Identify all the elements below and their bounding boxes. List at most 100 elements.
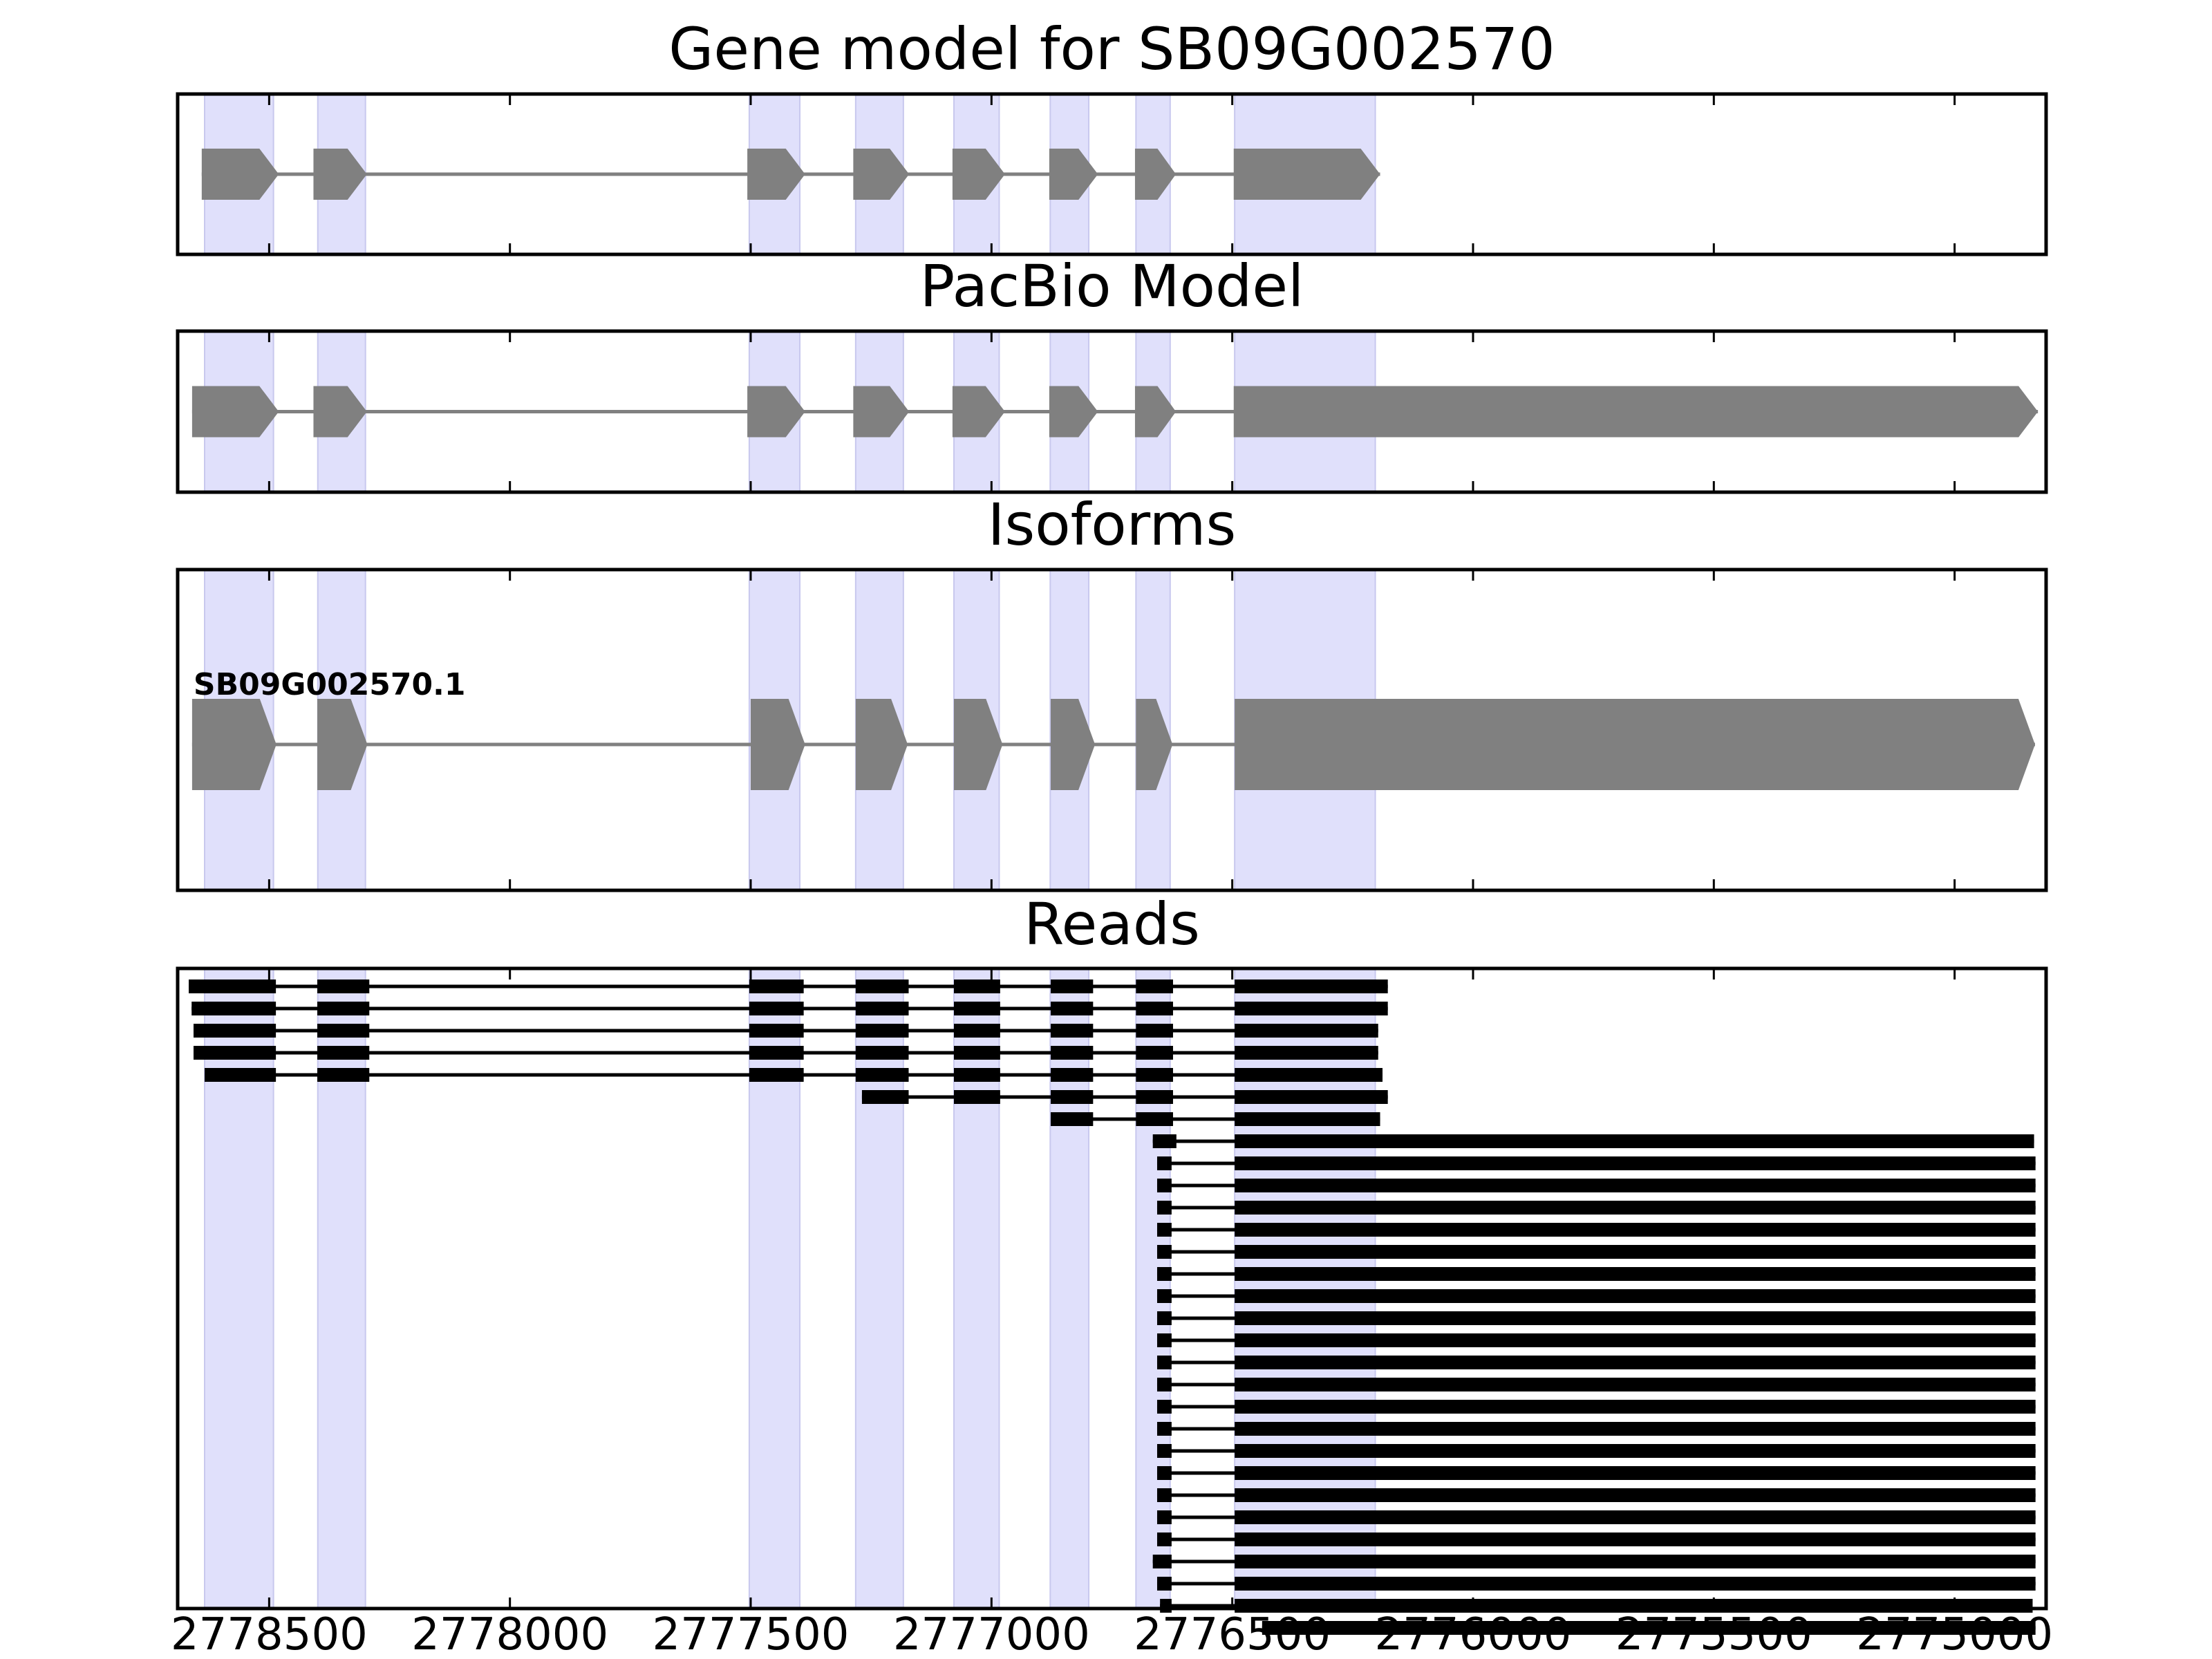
exon-shape xyxy=(1233,149,1380,200)
read xyxy=(1152,1134,2034,1148)
read-block xyxy=(1235,1444,2036,1458)
read-block xyxy=(1156,1378,1172,1391)
read xyxy=(1156,1201,2036,1215)
pacbio-model-panel: PacBio Model xyxy=(176,252,2048,494)
read-block xyxy=(1156,1510,1172,1524)
read-block xyxy=(749,980,804,993)
read xyxy=(189,980,1388,993)
read xyxy=(1156,1289,2036,1303)
read-block xyxy=(1235,1245,2036,1259)
exon-shape xyxy=(855,699,908,790)
panel-frame xyxy=(176,92,2048,256)
read-block xyxy=(317,1068,370,1082)
read-block xyxy=(1235,1422,2036,1436)
read-block xyxy=(1235,1112,1380,1126)
exon-shape xyxy=(191,699,276,790)
read-block xyxy=(1136,1024,1173,1038)
read-block xyxy=(1235,1577,2036,1591)
read-block xyxy=(1156,1577,1172,1591)
read-block xyxy=(317,1024,370,1038)
read-block xyxy=(953,1046,1000,1060)
exon-shape xyxy=(953,699,1003,790)
read-block xyxy=(1235,1090,1388,1104)
exon-shape xyxy=(952,386,1005,438)
read-block xyxy=(749,1024,804,1038)
read-block xyxy=(1235,1466,2036,1480)
read xyxy=(205,1068,1383,1082)
read xyxy=(1156,1245,2036,1259)
exon-shape xyxy=(1134,386,1177,438)
read-block xyxy=(1051,1002,1094,1015)
read-block xyxy=(1051,1024,1094,1038)
read-block xyxy=(1156,1267,1172,1281)
read xyxy=(1156,1400,2036,1414)
read-block xyxy=(1051,1068,1094,1082)
read-block xyxy=(953,1002,1000,1015)
read xyxy=(191,1002,1388,1015)
read-block xyxy=(1156,1179,1172,1192)
exon-shape xyxy=(313,149,367,200)
read xyxy=(1262,1621,2036,1635)
read-block xyxy=(1136,1112,1173,1126)
read-block xyxy=(953,1068,1000,1082)
read-block xyxy=(1136,1046,1173,1060)
read-block xyxy=(749,1046,804,1060)
exon-shape xyxy=(1134,149,1177,200)
exon-highlight-band xyxy=(953,968,1000,1609)
read-block xyxy=(1156,1488,1172,1502)
read-block xyxy=(1235,1356,2036,1369)
read-block xyxy=(1136,980,1173,993)
isoforms-title: Isoforms xyxy=(988,491,1237,559)
read-block xyxy=(1156,1311,1172,1325)
read-block xyxy=(861,1090,909,1104)
read-block xyxy=(1136,1090,1173,1104)
panel-frame xyxy=(176,329,2048,494)
exon-shape xyxy=(853,149,910,200)
read-block xyxy=(1235,1289,2036,1303)
read-block xyxy=(193,1046,276,1060)
x-tick-label: 2775500 xyxy=(1615,1609,1812,1659)
read-block xyxy=(1235,1179,2036,1192)
x-tick-label: 2778500 xyxy=(171,1609,368,1659)
read-block xyxy=(1051,980,1094,993)
read-block xyxy=(1156,1444,1172,1458)
read xyxy=(1156,1466,2036,1480)
read xyxy=(861,1090,1388,1104)
read-block xyxy=(1235,1201,2036,1215)
read-block xyxy=(855,1068,909,1082)
read-block xyxy=(317,980,370,993)
read-block xyxy=(317,1046,370,1060)
read-block xyxy=(193,1024,276,1038)
x-tick-label: 2775000 xyxy=(1856,1609,2053,1659)
read-block xyxy=(205,1068,276,1082)
read-block xyxy=(749,1002,804,1015)
read-block xyxy=(855,1046,909,1060)
exon-shape xyxy=(1235,699,2035,790)
read-block xyxy=(1235,1068,1383,1082)
read-block xyxy=(1235,1223,2036,1237)
panels-layer: Gene model for SB09G002570 PacBio Model Is… xyxy=(171,15,2053,1659)
exon-highlight-band xyxy=(854,968,904,1609)
x-axis: 2778500 2778000 2777500 2777000 2776500 27760… xyxy=(171,1609,2053,1659)
reads-title: Reads xyxy=(1024,890,1200,958)
gene-model-title: Gene model for SB09G002570 xyxy=(668,15,1555,83)
read xyxy=(1156,1378,2036,1391)
read-block xyxy=(1156,1245,1172,1259)
read-block xyxy=(1156,1533,1172,1546)
x-tick-label: 2778000 xyxy=(411,1609,608,1659)
read-block xyxy=(1235,1400,2036,1414)
read-block xyxy=(749,1068,804,1082)
read-block xyxy=(953,1024,1000,1038)
read xyxy=(1156,1179,2036,1192)
read xyxy=(1156,1356,2036,1369)
read xyxy=(1156,1444,2036,1458)
read-block xyxy=(1235,1510,2036,1524)
read-block xyxy=(1156,1333,1172,1347)
exon-shape xyxy=(201,149,279,200)
exon-shape xyxy=(191,386,279,438)
read-block xyxy=(1156,1201,1172,1215)
read xyxy=(1156,1488,2036,1502)
read-block xyxy=(1235,1555,2036,1568)
read xyxy=(1156,1267,2036,1281)
read-block xyxy=(1136,1068,1173,1082)
